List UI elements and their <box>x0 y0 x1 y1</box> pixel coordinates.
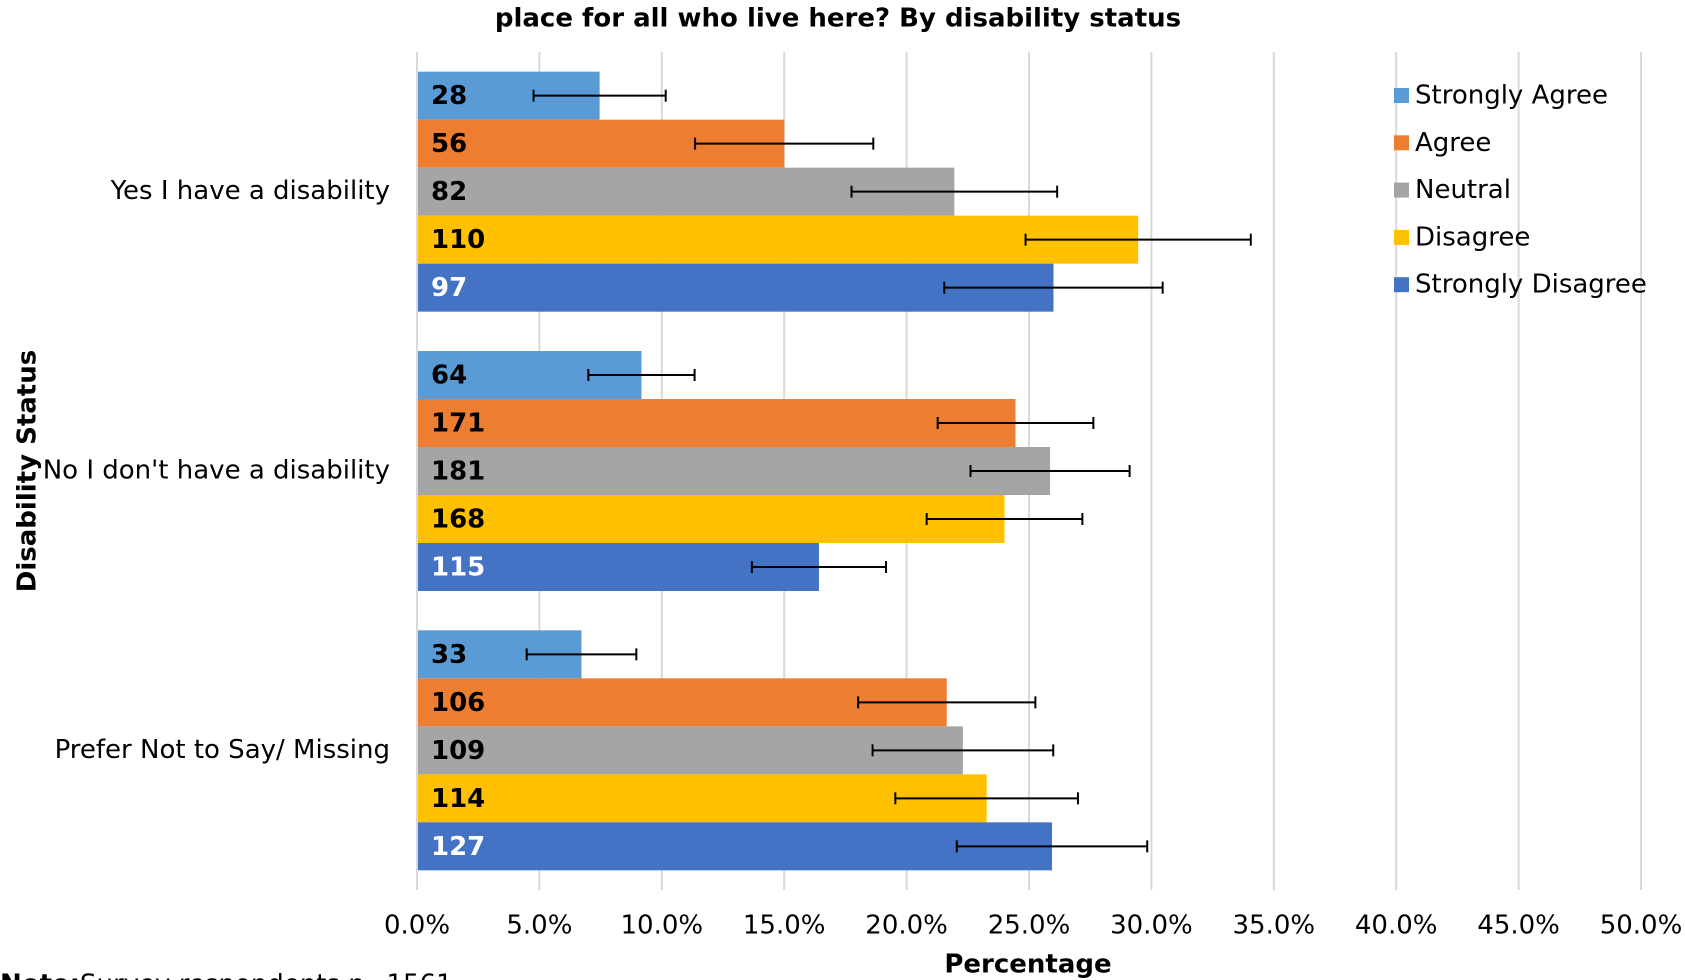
error-bar <box>525 648 638 661</box>
x-tick-label: 30.0% <box>1110 911 1193 941</box>
x-tick-label: 10.0% <box>620 911 703 941</box>
x-tick-label: 40.0% <box>1355 911 1438 941</box>
note: Survey respondents n=1561 <box>80 970 453 980</box>
y-tick-label: Yes I have a disability <box>110 176 390 206</box>
count-label: 109 <box>431 736 485 766</box>
legend-label: Strongly Disagree <box>1415 270 1647 300</box>
error-bar <box>750 561 888 573</box>
x-axis-title: Percentage <box>944 950 1111 980</box>
error-bar <box>857 696 1037 709</box>
error-bar <box>925 513 1084 525</box>
count-label: 64 <box>431 361 467 391</box>
error-bar <box>850 185 1059 198</box>
count-label: 168 <box>431 505 485 535</box>
count-label: 127 <box>431 832 485 862</box>
count-label: 106 <box>431 688 485 718</box>
legend-swatch <box>1394 229 1409 245</box>
error-bar <box>943 281 1164 294</box>
legend-swatch <box>1394 182 1409 198</box>
error-bar <box>894 792 1079 805</box>
y-tick-label: Prefer Not to Say/ Missing <box>55 735 390 765</box>
error-bar <box>871 744 1055 757</box>
error-bar <box>587 369 696 381</box>
count-label: 28 <box>431 81 467 111</box>
error-bar <box>955 840 1149 853</box>
count-label: 114 <box>431 784 485 814</box>
x-tick-label: 5.0% <box>506 911 572 941</box>
x-tick-label: 0.0% <box>384 911 450 941</box>
legend-label: Disagree <box>1415 222 1530 252</box>
y-tick-label: No I don't have a disability <box>43 456 390 486</box>
x-tick-label: 20.0% <box>865 911 948 941</box>
bar <box>417 495 1005 543</box>
error-bar <box>936 417 1095 429</box>
chart-title: place for all who live here? By disabili… <box>495 4 1181 34</box>
count-label: 56 <box>431 129 467 159</box>
bar <box>417 215 1139 264</box>
x-tick-label: 45.0% <box>1477 911 1560 941</box>
count-label: 171 <box>431 409 485 439</box>
count-label: 33 <box>431 640 467 670</box>
legend-swatch <box>1394 135 1409 151</box>
count-label: 110 <box>431 225 485 255</box>
error-bar <box>532 89 667 102</box>
bar <box>417 774 987 823</box>
legend-label: Agree <box>1415 128 1491 158</box>
x-tick-label: 35.0% <box>1232 911 1315 941</box>
x-tick-label: 50.0% <box>1600 911 1683 941</box>
legend-label: Strongly Agree <box>1415 81 1608 111</box>
y-axis-title: Disability Status <box>13 350 43 592</box>
error-bar <box>969 465 1131 477</box>
bar <box>417 822 1053 871</box>
legend-swatch <box>1394 277 1409 293</box>
legend-swatch <box>1394 88 1409 103</box>
x-tick-label: 15.0% <box>743 911 826 941</box>
x-tick-label: 25.0% <box>988 911 1071 941</box>
count-label: 97 <box>431 273 467 303</box>
note-label: Note: <box>0 970 80 980</box>
legend-label: Neutral <box>1415 175 1511 205</box>
count-label: 181 <box>431 457 485 487</box>
bar <box>417 399 1016 447</box>
error-bar <box>694 137 875 150</box>
count-label: 115 <box>431 553 485 583</box>
count-label: 82 <box>431 177 467 207</box>
bar <box>417 447 1051 495</box>
error-bar <box>1024 233 1252 246</box>
